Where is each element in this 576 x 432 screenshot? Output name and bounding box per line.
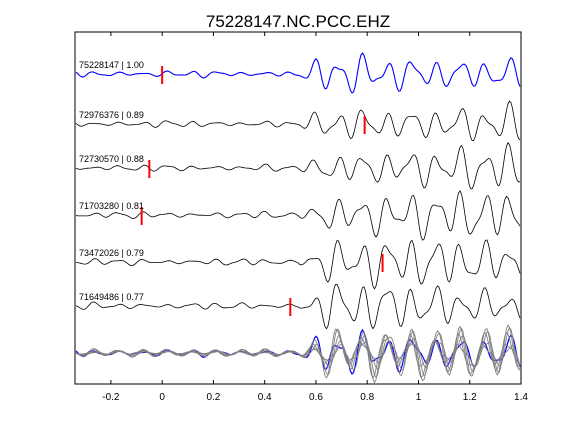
waveform-trace-0: [75, 52, 521, 94]
trace-label-0: 75228147 | 1.00: [79, 60, 144, 70]
x-tick-label-6: 1: [416, 392, 422, 403]
x-tick-label-1: 0: [159, 392, 165, 403]
stack-trace-5: [75, 328, 521, 379]
waveform-trace-2: [75, 142, 520, 190]
x-tick-label-3: 0.4: [258, 392, 272, 403]
stack-group: [75, 324, 521, 384]
trace-label-5: 71649486 | 0.77: [79, 292, 144, 302]
trace-label-4: 73472026 | 0.79: [79, 248, 144, 258]
x-tick-label-4: 0.6: [309, 392, 323, 403]
x-tick-label-2: 0.2: [206, 392, 220, 403]
waveform-trace-5: [75, 284, 521, 330]
trace-label-2: 72730570 | 0.88: [79, 154, 144, 164]
trace-label-1: 72976376 | 0.89: [79, 110, 144, 120]
plot-frame: [74, 31, 522, 385]
trace-label-3: 71703280 | 0.81: [79, 201, 144, 211]
x-tick-label-8: 1.4: [514, 392, 528, 403]
trace-labels-group: 75228147 | 1.00 72976376 | 0.89 72730570 |…: [79, 60, 144, 302]
waveform-trace-3: [75, 190, 521, 241]
picks-group: [140, 66, 384, 316]
chart-title: 75228147.NC.PCC.EHZ: [206, 12, 390, 31]
x-axis: -0.2 0 0.2 0.4 0.6 0.8 1 1.2 1.4: [102, 32, 528, 403]
waveform-trace-4: [75, 239, 521, 290]
stack-trace-4: [75, 328, 521, 384]
x-tick-label-5: 0.8: [360, 392, 374, 403]
x-tick-label-0: -0.2: [102, 392, 120, 403]
x-tick-label-7: 1.2: [463, 392, 477, 403]
waveform-trace-1: [75, 100, 521, 142]
traces-group: [75, 52, 521, 330]
